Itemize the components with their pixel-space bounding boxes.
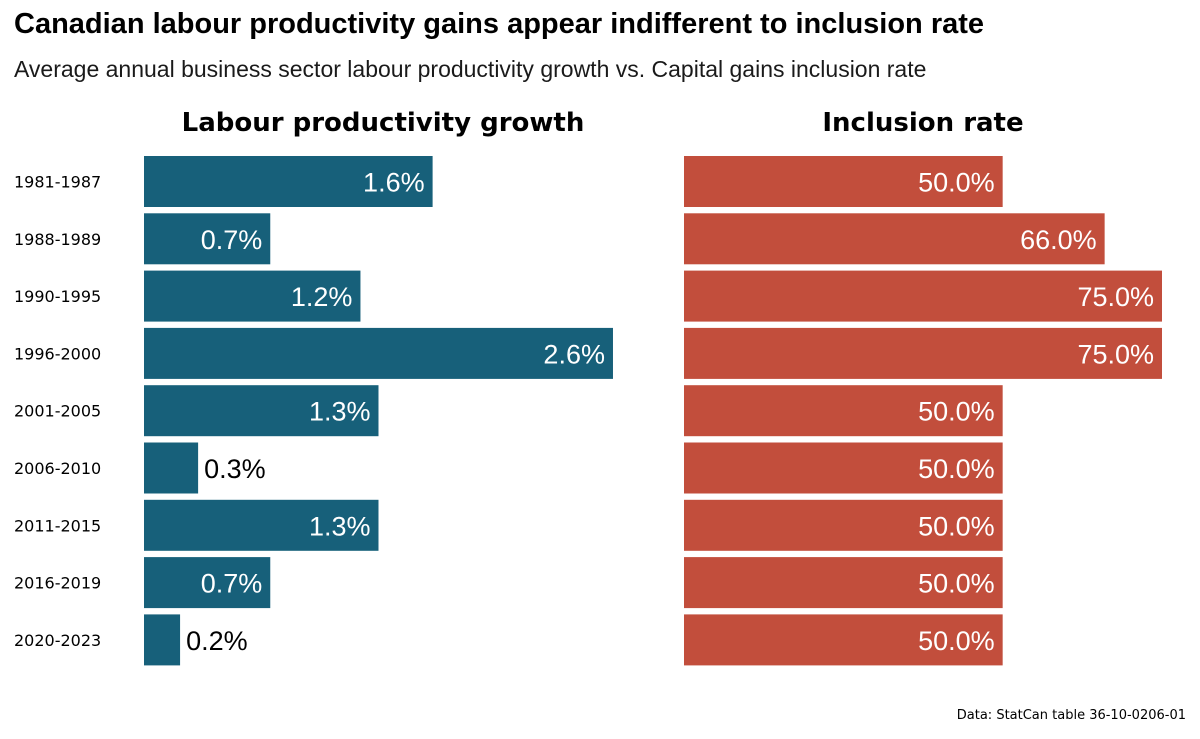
productivity-value-label: 0.7% <box>201 569 263 599</box>
productivity-value-label: 0.7% <box>201 225 263 255</box>
inclusion-value-label: 50.0% <box>918 626 995 656</box>
category-label: 2020-2023 <box>14 631 101 650</box>
inclusion-bar <box>684 614 1003 666</box>
category-label: 1981-1987 <box>14 173 101 192</box>
productivity-bar <box>144 327 613 379</box>
productivity-value-label: 0.2% <box>186 626 248 656</box>
inclusion-bar <box>684 327 1162 379</box>
inclusion-value-label: 50.0% <box>918 569 995 599</box>
category-labels: 1981-1987 1988-1989 1990-1995 1996-2000 2001… <box>14 173 101 650</box>
productivity-bar <box>144 270 361 322</box>
inclusion-bar <box>684 213 1105 265</box>
inclusion-bars: 50.0% 66.0% 75.0% 75.0% 50.0% 50.0% 50.0% 50.0%… <box>684 156 1162 666</box>
inclusion-bar <box>684 385 1003 437</box>
chart-subtitle: Average annual business sector labour pr… <box>14 56 927 82</box>
inclusion-bar <box>684 557 1003 609</box>
productivity-bar <box>144 499 379 551</box>
inclusion-bar <box>684 270 1162 322</box>
chart-title: Canadian labour productivity gains appea… <box>14 8 985 40</box>
category-label: 1996-2000 <box>14 344 101 363</box>
panel-title-productivity: Labour productivity growth <box>182 108 585 138</box>
category-label: 2006-2010 <box>14 459 101 478</box>
productivity-value-label: 1.3% <box>309 511 371 541</box>
productivity-bar <box>144 557 271 609</box>
panel-title-inclusion: Inclusion rate <box>822 108 1023 138</box>
productivity-bar <box>144 385 379 437</box>
inclusion-bar <box>684 442 1003 494</box>
inclusion-value-label: 50.0% <box>918 454 995 484</box>
inclusion-value-label: 50.0% <box>918 397 995 427</box>
productivity-bar <box>144 156 433 207</box>
inclusion-value-label: 50.0% <box>918 511 995 541</box>
inclusion-value-label: 75.0% <box>1077 339 1154 369</box>
productivity-bars: 1.6% 0.7% 1.2% 2.6% 1.3% 0.3% 1.3% 0.7% 0.2% <box>144 156 613 666</box>
productivity-value-label: 2.6% <box>543 339 605 369</box>
chart-area: Labour productivity growth Inclusion rat… <box>14 108 1162 666</box>
inclusion-bar <box>684 499 1003 551</box>
inclusion-value-label: 66.0% <box>1020 225 1097 255</box>
inclusion-value-label: 50.0% <box>918 168 995 198</box>
inclusion-bar <box>684 156 1003 207</box>
productivity-bar <box>144 614 181 666</box>
category-label: 2001-2005 <box>14 402 101 421</box>
productivity-value-label: 1.6% <box>363 168 425 198</box>
productivity-bar <box>144 213 271 265</box>
productivity-bar <box>144 442 199 494</box>
productivity-value-label: 0.3% <box>204 454 266 484</box>
category-label: 1990-1995 <box>14 287 101 306</box>
productivity-value-label: 1.3% <box>309 397 371 427</box>
productivity-value-label: 1.2% <box>291 282 353 312</box>
source-note: Data: StatCan table 36-10-0206-01 <box>956 708 1186 723</box>
inclusion-value-label: 75.0% <box>1077 282 1154 312</box>
category-label: 1988-1989 <box>14 230 101 249</box>
category-label: 2011-2015 <box>14 516 101 535</box>
category-label: 2016-2019 <box>14 574 101 593</box>
